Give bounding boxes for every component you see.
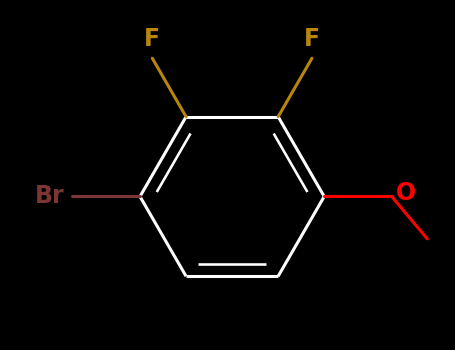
Text: Br: Br [35,184,65,209]
Text: F: F [304,27,320,50]
Text: O: O [396,181,416,205]
Text: F: F [144,27,160,50]
